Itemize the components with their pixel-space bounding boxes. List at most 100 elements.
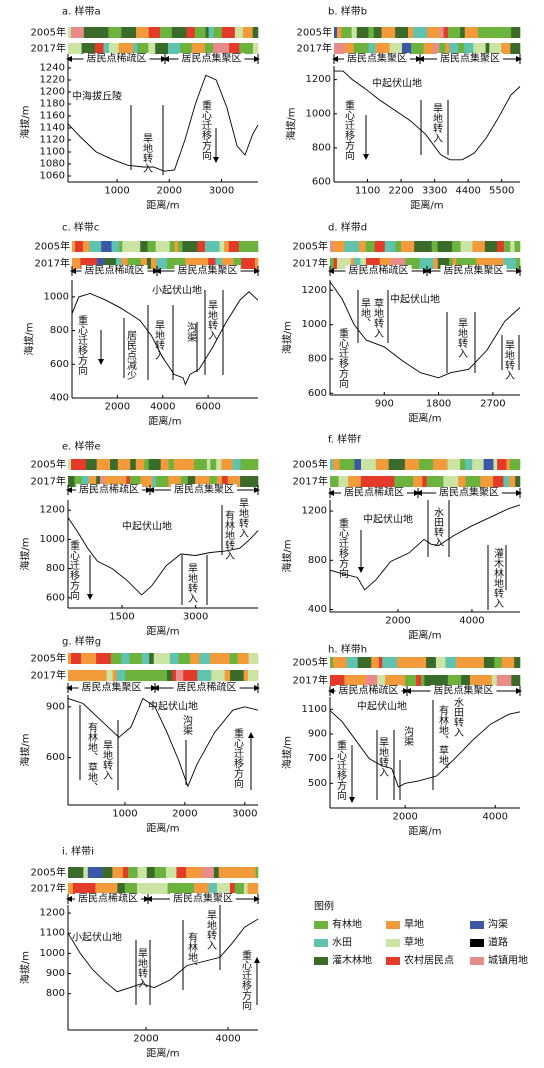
land-use-patch [333, 258, 338, 269]
land-use-patch [137, 43, 149, 54]
y-tick-label: 900 [46, 968, 65, 979]
elevation-profile [329, 710, 521, 788]
land-use-patch [121, 258, 128, 269]
land-use-patch [501, 43, 511, 54]
land-use-patch [511, 27, 521, 38]
y-tick-label: 800 [46, 988, 65, 999]
land-use-patch [330, 258, 335, 269]
land-use-patch [68, 670, 84, 681]
x-tick-label: 6000 [195, 402, 220, 413]
land-use-patch [71, 653, 82, 664]
land-use-patch [71, 459, 87, 470]
land-use-patch [435, 657, 446, 668]
land-use-patch [390, 258, 406, 269]
panel-title: g. 样带g [62, 635, 101, 648]
land-use-patch [82, 670, 94, 681]
land-use-patch [377, 675, 386, 686]
land-use-patch [354, 459, 362, 470]
zone-label-bg [174, 265, 241, 277]
land-use-patch [379, 258, 388, 269]
y-tick-label: 800 [50, 325, 69, 336]
land-use-patch [399, 459, 406, 470]
land-use-patch [94, 43, 104, 54]
land-use-patch [141, 258, 148, 269]
land-use-patch [191, 43, 205, 54]
x-axis-label: 距离/m [408, 412, 441, 425]
annotation: 中起伏山地 [357, 700, 407, 713]
land-use-patch [108, 27, 122, 38]
land-use-patch [121, 653, 130, 664]
land-use-patch [336, 258, 352, 269]
land-use-patch [244, 459, 257, 470]
y-tick-label: 1060 [40, 171, 65, 182]
land-use-patch [365, 675, 378, 686]
land-use-patch [213, 27, 223, 38]
land-use-patch [71, 867, 77, 878]
y-tick-label: 600 [50, 359, 69, 370]
land-use-patch [412, 657, 427, 668]
land-use-patch [346, 459, 355, 470]
land-use-patch [194, 883, 210, 894]
land-use-patch [359, 241, 366, 252]
land-use-patch [373, 27, 382, 38]
land-use-patch [152, 476, 157, 487]
land-use-patch [110, 653, 117, 664]
land-use-patch [394, 476, 402, 487]
panel-title: h. 样带h [328, 643, 367, 656]
y-tick-label: 400 [308, 604, 327, 615]
land-use-patch [230, 670, 244, 681]
x-tick-label: 1000 [104, 186, 129, 197]
land-use-patch [510, 241, 515, 252]
land-use-patch [204, 241, 220, 252]
land-use-patch [510, 43, 521, 54]
annotation: 旱地转入 [503, 340, 515, 380]
land-use-patch [330, 657, 334, 668]
land-use-patch [254, 258, 259, 269]
land-use-patch [353, 43, 370, 54]
land-use-patch [506, 459, 511, 470]
land-use-patch [136, 883, 145, 894]
land-use-patch [380, 43, 390, 54]
land-use-patch [375, 43, 381, 54]
land-use-patch [81, 476, 90, 487]
x-tick-label: 1000 [112, 809, 137, 820]
land-use-patch [330, 241, 334, 252]
land-use-patch [95, 883, 105, 894]
land-use-patch [144, 883, 154, 894]
strip-label: 2017年 [297, 42, 332, 55]
land-use-patch [503, 241, 511, 252]
strip-label: 2017年 [293, 674, 328, 687]
annotation: 水田转入 [452, 697, 464, 737]
land-use-patch [221, 27, 236, 38]
land-use-patch [509, 476, 516, 487]
land-use-patch [497, 241, 505, 252]
land-use-patch [137, 867, 148, 878]
land-use-patch [432, 43, 440, 54]
y-axis-label: 海拔/m [285, 107, 298, 140]
land-use-patch [414, 241, 429, 252]
land-use-patch [233, 258, 242, 269]
y-tick-label: 600 [308, 388, 327, 399]
annotation: 中起伏山地 [372, 77, 422, 90]
land-use-patch [476, 258, 490, 269]
y-tick-label: 1240 [40, 63, 65, 74]
land-use-patch [413, 27, 428, 38]
land-use-patch [381, 27, 396, 38]
land-use-patch [334, 27, 338, 38]
land-use-patch [483, 459, 494, 470]
land-use-patch [101, 241, 112, 252]
y-tick-label: 1100 [302, 704, 327, 715]
annotation: 旱地转入 [101, 740, 113, 780]
legend-swatch [470, 921, 484, 929]
zone-label: 居民点稀疏区 [85, 264, 145, 277]
land-use-patch [437, 241, 453, 252]
land-use-patch [166, 258, 175, 269]
panel-title: c. 样带c [62, 221, 99, 234]
land-use-patch [68, 883, 74, 894]
land-use-patch [361, 675, 366, 686]
zone-label-bg [78, 682, 145, 694]
zone-label-bg [75, 893, 141, 905]
y-axis-label: 海拔/m [281, 539, 294, 572]
land-use-patch [155, 43, 169, 54]
land-use-patch [221, 459, 233, 470]
